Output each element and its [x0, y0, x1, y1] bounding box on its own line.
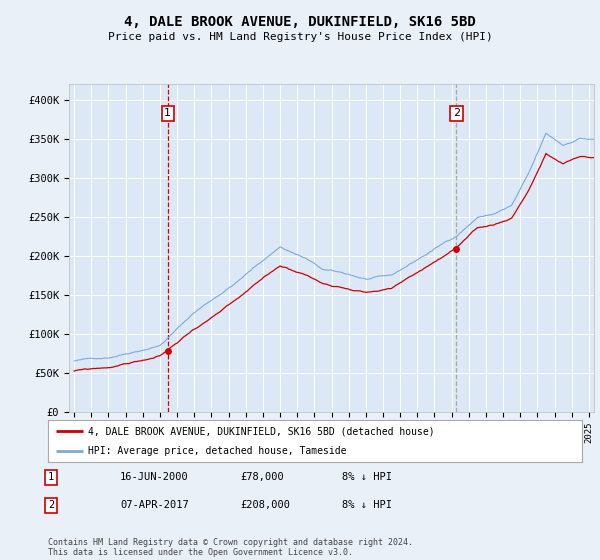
Text: 2: 2	[48, 500, 54, 510]
Text: HPI: Average price, detached house, Tameside: HPI: Average price, detached house, Tame…	[88, 446, 347, 456]
Text: 8% ↓ HPI: 8% ↓ HPI	[342, 472, 392, 482]
Text: £208,000: £208,000	[240, 500, 290, 510]
Text: 1: 1	[164, 109, 172, 119]
Text: Contains HM Land Registry data © Crown copyright and database right 2024.
This d: Contains HM Land Registry data © Crown c…	[48, 538, 413, 557]
Text: Price paid vs. HM Land Registry's House Price Index (HPI): Price paid vs. HM Land Registry's House …	[107, 32, 493, 43]
Text: 07-APR-2017: 07-APR-2017	[120, 500, 189, 510]
Text: 8% ↓ HPI: 8% ↓ HPI	[342, 500, 392, 510]
Text: 1: 1	[48, 472, 54, 482]
Text: 4, DALE BROOK AVENUE, DUKINFIELD, SK16 5BD: 4, DALE BROOK AVENUE, DUKINFIELD, SK16 5…	[124, 15, 476, 29]
Text: £78,000: £78,000	[240, 472, 284, 482]
Text: 2: 2	[452, 109, 460, 119]
Text: 16-JUN-2000: 16-JUN-2000	[120, 472, 189, 482]
Text: 4, DALE BROOK AVENUE, DUKINFIELD, SK16 5BD (detached house): 4, DALE BROOK AVENUE, DUKINFIELD, SK16 5…	[88, 426, 434, 436]
